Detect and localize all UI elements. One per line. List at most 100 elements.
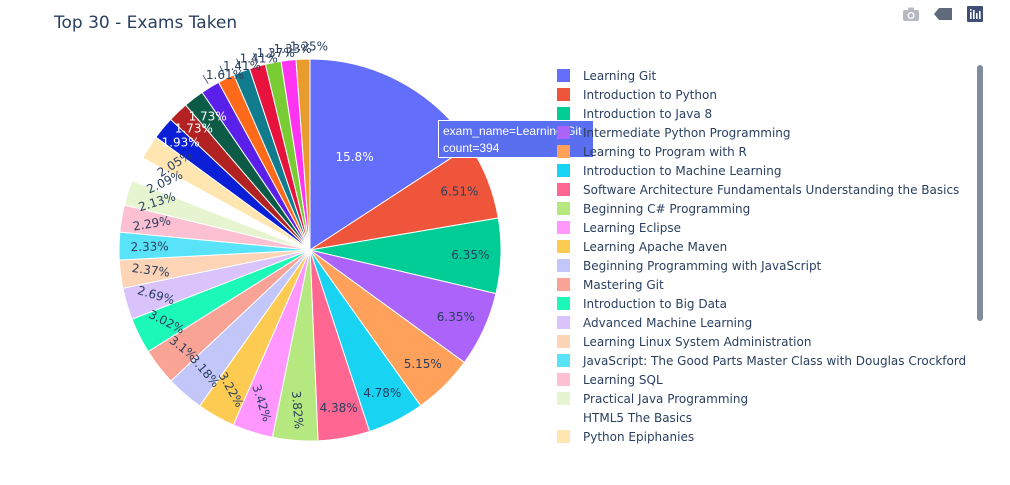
tooltip-line-1: exam_name=Learning Git	[443, 124, 582, 138]
slice-label: 6.35%	[437, 310, 475, 324]
legend-item[interactable]: HTML5 The Basics	[548, 408, 692, 427]
pie-callouts	[202, 46, 289, 84]
legend-label: Learning Eclipse	[583, 220, 682, 235]
slice-label: 1.73%	[175, 122, 213, 136]
legend-label: Beginning C# Programming	[583, 201, 751, 216]
slice-label: 1.41%	[223, 59, 261, 73]
legend-label: JavaScript: The Good Parts Master Class …	[583, 353, 967, 368]
pie-slices	[118, 58, 502, 442]
legend-label: Beginning Programming with JavaScript	[583, 258, 822, 273]
plotly-logo-icon[interactable]	[962, 2, 988, 26]
modebar	[898, 2, 988, 26]
legend-swatch	[557, 430, 570, 443]
slice-label: 6.35%	[451, 248, 489, 262]
slice-label: 1.37%	[257, 46, 295, 60]
slice-label: 2.29%	[132, 213, 172, 233]
legend-swatch	[557, 183, 570, 196]
callout-line	[270, 48, 273, 59]
legend-scrollbar[interactable]	[977, 65, 983, 321]
legend-label: Learning to Program with R	[583, 144, 747, 159]
legend-item[interactable]: Learning Git	[548, 66, 656, 85]
legend-swatch	[557, 297, 570, 310]
legend-item[interactable]: Learning Apache Maven	[548, 237, 727, 256]
legend-item[interactable]: Beginning C# Programming	[548, 199, 750, 218]
legend-item[interactable]: Beginning Programming with JavaScript	[548, 256, 821, 275]
legend-item[interactable]: Learning SQL	[548, 370, 663, 389]
slice-label: 6.51%	[440, 185, 478, 199]
legend-label: Software Architecture Fundamentals Under…	[583, 182, 960, 197]
legend-item[interactable]: Practical Java Programming	[548, 389, 748, 408]
legend-item[interactable]: Python Epiphanies	[548, 427, 694, 446]
legend-item[interactable]: Advanced Machine Learning	[548, 313, 752, 332]
slice-label: 4.78%	[363, 386, 401, 400]
legend-swatch	[557, 145, 570, 158]
slice-label: 1.73%	[189, 110, 227, 124]
legend-label: Python Epiphanies	[583, 429, 695, 444]
legend-label: Learning Linux System Administration	[583, 334, 812, 349]
legend-item[interactable]: Introduction to Java 8	[548, 104, 712, 123]
legend-swatch	[557, 88, 570, 101]
slice-label: 1.33%	[274, 42, 312, 56]
legend-item[interactable]: Learning Linux System Administration	[548, 332, 811, 351]
legend-swatch	[557, 69, 570, 82]
pie-slice[interactable]	[295, 58, 311, 251]
legend-label: Learning Git	[583, 68, 657, 83]
legend-swatch	[557, 164, 570, 177]
legend-item[interactable]: Intermediate Python Programming	[548, 123, 791, 142]
slice-label: 2.37%	[131, 261, 171, 280]
legend-item[interactable]: Learning Eclipse	[548, 218, 681, 237]
legend-swatch	[557, 335, 570, 348]
legend-item[interactable]: Introduction to Machine Learning	[548, 161, 782, 180]
legend-item[interactable]: JavaScript: The Good Parts Master Class …	[548, 351, 966, 370]
legend-swatch	[557, 278, 570, 291]
legend-item[interactable]: Learning to Program with R	[548, 142, 747, 161]
slice-label: 1.41%	[240, 52, 278, 66]
legend-item[interactable]: Introduction to Python	[548, 85, 717, 104]
legend-label: Introduction to Big Data	[583, 296, 727, 311]
legend-swatch	[557, 373, 570, 386]
legend-label: Introduction to Java 8	[583, 106, 713, 121]
legend-swatch	[557, 221, 570, 234]
slice-label: 1.61%	[206, 68, 244, 82]
hover-tooltip: exam_name=Learning Git count=394	[438, 120, 594, 158]
slice-label: 5.15%	[404, 357, 442, 371]
slice-label: 15.8%	[335, 150, 373, 164]
tag-icon[interactable]	[930, 2, 956, 26]
legend-swatch	[557, 107, 570, 120]
legend-item[interactable]: Mastering Git	[548, 275, 664, 294]
legend-swatch	[557, 354, 570, 367]
legend-label: Learning SQL	[583, 372, 663, 387]
camera-icon[interactable]	[898, 2, 924, 26]
callout-line	[253, 52, 257, 63]
slice-label: 1.93%	[162, 136, 200, 150]
legend-label: Introduction to Machine Learning	[583, 163, 782, 178]
legend-swatch	[557, 202, 570, 215]
legend-label: Mastering Git	[583, 277, 664, 292]
slice-label: 1.25%	[290, 39, 328, 53]
legend-label: Introduction to Python	[583, 87, 717, 102]
legend-swatch	[557, 316, 570, 329]
legend-label: Learning Apache Maven	[583, 239, 728, 254]
legend-label: HTML5 The Basics	[583, 410, 692, 425]
slice-label: 4.38%	[320, 401, 358, 415]
legend-item[interactable]: Introduction to Big Data	[548, 294, 727, 313]
legend-label: Advanced Machine Learning	[583, 315, 753, 330]
legend-swatch	[557, 411, 570, 424]
legend-swatch	[557, 392, 570, 405]
slice-label: 2.33%	[130, 239, 168, 254]
legend-swatch	[557, 126, 570, 139]
legend-label: Intermediate Python Programming	[583, 125, 791, 140]
legend-item[interactable]: Software Architecture Fundamentals Under…	[548, 180, 959, 199]
callout-line	[202, 74, 209, 84]
tooltip-line-2: count=394	[443, 141, 500, 155]
slice-label: 3.82%	[289, 390, 306, 429]
legend-swatch	[557, 240, 570, 253]
callout-line	[286, 46, 289, 57]
callout-line	[219, 65, 225, 75]
legend: Learning Git Introduction to Python Introd…	[548, 60, 980, 452]
legend-label: Practical Java Programming	[583, 391, 749, 406]
legend-swatch	[557, 259, 570, 272]
callout-line	[236, 58, 241, 69]
chart-title: Top 30 - Exams Taken	[54, 13, 238, 33]
